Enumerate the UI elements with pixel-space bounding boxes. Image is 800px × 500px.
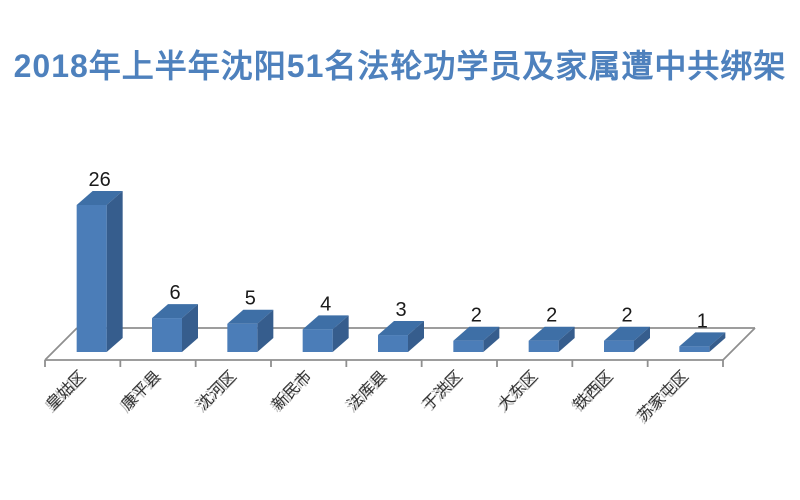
- bar-side-face: [106, 191, 123, 352]
- bar-front-face: [152, 318, 182, 352]
- bar-front-face: [453, 340, 484, 352]
- bar-front-face: [76, 205, 107, 352]
- bar-top-face: [302, 315, 349, 330]
- bar-top-face: [227, 309, 274, 324]
- bar-top-face: [679, 332, 726, 347]
- value-label: 5: [245, 288, 256, 310]
- value-label: 2: [546, 305, 557, 327]
- bar-top-face: [604, 326, 650, 341]
- bar-side-face: [257, 309, 274, 352]
- bar-top-face: [528, 326, 575, 341]
- bar-front-face: [679, 346, 710, 352]
- bar-top-face: [152, 304, 198, 319]
- category-label: 铁西区: [570, 367, 617, 414]
- value-label: 3: [395, 299, 406, 321]
- value-label: 26: [89, 169, 111, 191]
- bar-side-face: [709, 332, 726, 352]
- bar-side-face: [558, 326, 575, 352]
- value-label: 2: [471, 305, 482, 327]
- bar-side-face: [182, 304, 198, 352]
- bar-front-face: [378, 335, 408, 352]
- category-label: 法库县: [344, 367, 391, 414]
- bar-side-face: [483, 326, 500, 352]
- bar-front-face: [528, 340, 559, 352]
- chart-title: 2018年上半年沈阳51名法轮功学员及家属遭中共绑架: [13, 48, 787, 84]
- bar-top-face: [378, 321, 424, 336]
- bar-top-face: [453, 326, 500, 341]
- bar-front-face: [604, 340, 634, 352]
- bar-top-face: [76, 191, 123, 205]
- value-label: 1: [697, 310, 708, 332]
- category-label: 大东区: [495, 367, 542, 414]
- value-label: 4: [320, 293, 331, 315]
- bar-side-face: [408, 321, 424, 352]
- bar-side-face: [634, 326, 650, 352]
- category-label: 于洪区: [419, 367, 466, 414]
- floor-left-edge: [44, 327, 78, 361]
- value-label: 2: [621, 305, 632, 327]
- category-label: 康平县: [118, 367, 165, 414]
- category-label: 沈河区: [193, 367, 240, 414]
- category-label: 苏家屯区: [634, 367, 692, 425]
- category-label: 新民市: [269, 367, 316, 414]
- bar-front-face: [302, 329, 333, 352]
- floor-right-edge: [722, 327, 756, 361]
- category-label: 皇姑区: [43, 367, 90, 414]
- bar-side-face: [332, 315, 349, 352]
- value-label: 6: [169, 282, 180, 304]
- bar-front-face: [227, 323, 258, 352]
